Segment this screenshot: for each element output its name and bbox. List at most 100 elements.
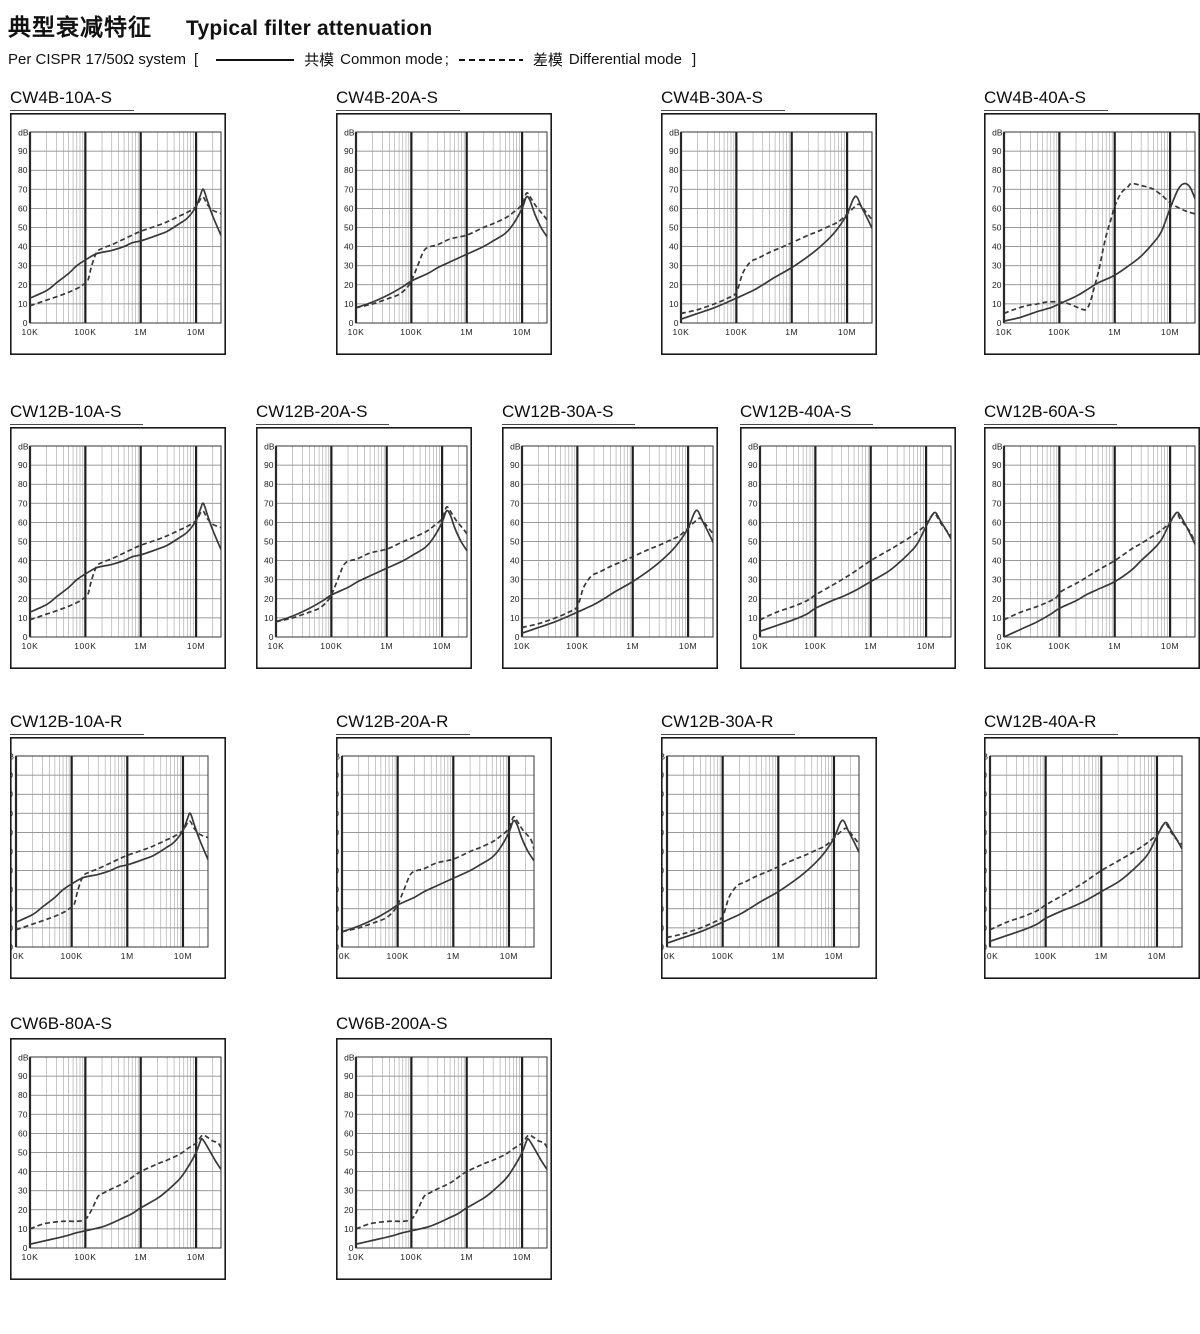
y-axis-tick-label: 0 [23,318,28,328]
attenuation-chart: 0 10 20 30 40 50 60 70 80 90 dB 10K 100K 1M 10M [336,737,552,979]
x-axis-tick-label: 10M [433,641,451,651]
x-axis-tick-label: 10K [348,327,365,337]
y-axis-unit-label: dB [344,1053,355,1063]
y-axis-tick-label: 50 [336,847,339,857]
x-axis-tick-label: 100K [566,641,588,651]
attenuation-chart: 0 10 20 30 40 50 60 70 80 90 dB 10K 100K 1M 10M [336,113,552,355]
x-axis-tick-label: 1M [772,951,785,961]
y-axis-tick-label: 10 [10,923,13,933]
y-axis-tick-label: 60 [18,203,28,213]
x-axis-tick-label: 10M [500,951,518,961]
y-axis-tick-label: 20 [18,1205,28,1215]
chart-title: CW6B-200A-S [336,1014,448,1033]
chart-block: CW12B-30A-S 0 10 20 30 40 50 60 70 80 90 dB 10K 100K 1… [502,402,718,669]
y-axis-tick-label: 80 [661,789,664,799]
y-axis-tick-label: 90 [510,460,520,470]
x-axis-tick-label: 10K [22,641,39,651]
y-axis-tick-label: 80 [510,479,520,489]
y-axis-tick-label: 60 [10,827,13,837]
x-axis-tick-label: 10K [673,327,690,337]
legend-common-en: Common mode [340,51,443,68]
legend-common-cn: 共模 [304,52,335,69]
y-axis-tick-label: 80 [344,165,354,175]
x-axis-tick-label: 10M [1161,327,1179,337]
attenuation-chart: 0 10 20 30 40 50 60 70 80 90 dB 10K 100K 1M 10M [10,737,226,979]
y-axis-tick-label: 60 [661,827,664,837]
page-title-cn: 典型衰减特征 [8,14,152,40]
y-axis-tick-label: 40 [992,556,1002,566]
y-axis-tick-label: 0 [997,632,1002,642]
differential-mode-curve [276,505,467,623]
y-axis-tick-label: 10 [18,1224,28,1234]
chart-block: CW12B-20A-R 0 10 20 30 40 50 60 70 80 90 dB 10K 100K 1… [336,712,552,979]
chart-block: CW4B-20A-S 0 10 20 30 40 50 60 70 80 90 dB 10K 100K 1M… [336,88,552,355]
y-axis-tick-label: 30 [748,575,758,585]
y-axis-tick-label: 70 [984,808,987,818]
y-axis-tick-label: 40 [661,866,664,876]
y-axis-unit-label: dB [10,752,14,762]
y-axis-tick-label: 70 [10,808,13,818]
x-axis-tick-label: 10K [984,951,998,961]
common-mode-line-sample [216,58,295,61]
y-axis-tick-label: 70 [344,1109,354,1119]
differential-mode-curve [1004,182,1195,315]
y-axis-tick-label: 80 [10,789,13,799]
y-axis-tick-label: 10 [510,613,520,623]
y-axis-tick-label: 80 [18,479,28,489]
y-axis-tick-label: 10 [992,299,1002,309]
x-axis-tick-label: 1M [785,327,798,337]
y-axis-tick-label: 10 [992,613,1002,623]
y-axis-tick-label: 90 [264,460,274,470]
y-axis-tick-label: 0 [23,1243,28,1253]
y-axis-tick-label: 0 [349,318,354,328]
y-axis-tick-label: 20 [344,280,354,290]
attenuation-chart: 0 10 20 30 40 50 60 70 80 90 dB 10K 100K 1M 10M [984,113,1200,355]
y-axis-unit-label: dB [669,128,680,138]
x-axis-tick-label: 10M [825,951,843,961]
y-axis-tick-label: 80 [18,1090,28,1100]
y-axis-tick-label: 60 [992,203,1002,213]
y-axis-tick-label: 20 [264,594,274,604]
y-axis-tick-label: 20 [992,594,1002,604]
differential-mode-curve [30,510,221,621]
y-axis-tick-label: 70 [748,498,758,508]
differential-mode-curve [16,820,208,931]
y-axis-tick-label: 40 [669,242,679,252]
chart-title: CW12B-30A-R [661,712,796,735]
y-axis-tick-label: 90 [661,770,664,780]
y-axis-tick-label: 60 [344,1128,354,1138]
y-axis-tick-label: 0 [984,942,987,952]
attenuation-chart: 0 10 20 30 40 50 60 70 80 90 dB 10K 100K 1M 10M [740,427,956,669]
x-axis-tick-label: 1M [134,327,147,337]
y-axis-tick-label: 70 [344,184,354,194]
differential-mode-curve [667,827,859,939]
x-axis-tick-label: 10K [996,641,1013,651]
chart-title: CW12B-60A-S [984,402,1118,425]
x-axis-tick-label: 1M [1108,327,1121,337]
attenuation-chart: 0 10 20 30 40 50 60 70 80 90 dB 10K 100K 1M 10M [502,427,718,669]
attenuation-chart: 0 10 20 30 40 50 60 70 80 90 dB 10K 100K 1M 10M [10,113,226,355]
x-axis-tick-label: 10K [996,327,1013,337]
chart-block: CW4B-40A-S 0 10 20 30 40 50 60 70 80 90 dB 10K 100K 1M… [984,88,1200,355]
x-axis-tick-label: 1M [1108,641,1121,651]
y-axis-tick-label: 20 [992,280,1002,290]
y-axis-tick-label: 20 [344,1205,354,1215]
y-axis-tick-label: 70 [992,184,1002,194]
common-mode-curve [522,509,713,634]
common-mode-curve [16,812,208,923]
attenuation-chart: 0 10 20 30 40 50 60 70 80 90 dB 10K 100K 1M 10M [661,737,877,979]
y-axis-tick-label: 80 [992,479,1002,489]
common-mode-curve [276,509,467,623]
chart-title: CW12B-40A-R [984,712,1119,735]
chart-block: CW12B-40A-S 0 10 20 30 40 50 60 70 80 90 dB 10K 100K 1… [740,402,956,669]
y-axis-tick-label: 60 [984,827,987,837]
chart-title: CW4B-40A-S [984,88,1109,111]
y-axis-tick-label: 70 [661,808,664,818]
differential-mode-curve [342,815,534,933]
y-axis-tick-label: 10 [344,1224,354,1234]
x-axis-tick-label: 10K [22,327,39,337]
attenuation-chart: 0 10 20 30 40 50 60 70 80 90 dB 10K 100K 1M 10M [984,427,1200,669]
x-axis-tick-label: 100K [804,641,826,651]
x-axis-tick-label: 10M [187,641,205,651]
